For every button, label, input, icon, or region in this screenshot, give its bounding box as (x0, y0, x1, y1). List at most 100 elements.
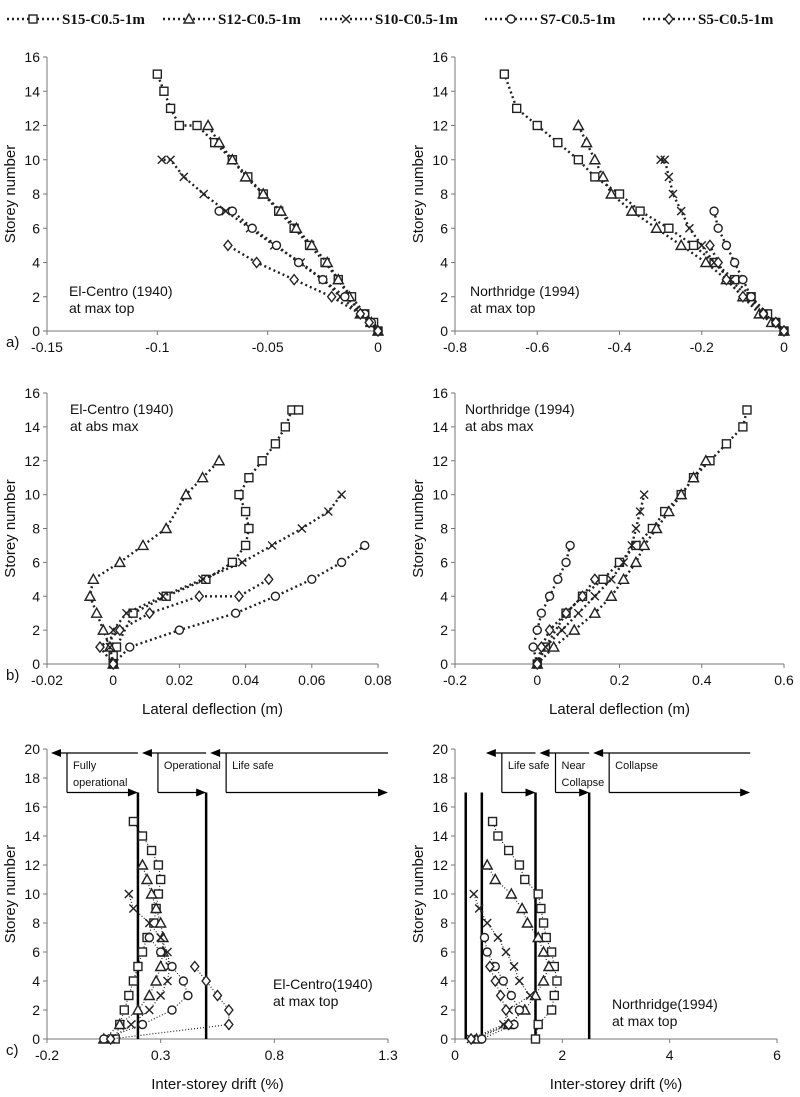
data-point (267, 540, 277, 550)
data-point (318, 274, 328, 285)
y-tick-label: 14 (432, 83, 448, 99)
data-point (536, 608, 547, 618)
data-point (606, 574, 616, 584)
y-tick-label: 2 (440, 622, 448, 638)
data-point (166, 155, 176, 165)
x-tick-label: -0.1 (145, 339, 169, 355)
data-point (536, 640, 547, 654)
zone-label: operational (73, 777, 127, 789)
data-point (738, 422, 748, 432)
data-point (721, 439, 732, 449)
y-tick-label: 4 (32, 588, 40, 604)
data-point (174, 120, 185, 131)
y-tick-label: 12 (432, 453, 448, 469)
data-point (596, 170, 610, 182)
y-tick-label: 8 (440, 915, 448, 931)
zone-label: Fully (73, 760, 97, 772)
data-point (146, 845, 157, 856)
data-point (668, 189, 678, 199)
data-point (240, 506, 251, 517)
data-point (174, 625, 185, 635)
data-point (557, 625, 567, 635)
y-tick-label: 0 (440, 656, 448, 672)
data-point (336, 557, 347, 568)
data-point (307, 574, 317, 585)
panel-annotation: at max top (69, 300, 135, 316)
data-series (108, 405, 304, 669)
data-point (137, 947, 148, 957)
legend-label: S12-C0.5-1m (218, 12, 301, 28)
series-line (108, 493, 343, 665)
data-point (588, 606, 602, 618)
data-point (537, 974, 550, 986)
data-point (687, 471, 700, 483)
panel-annotation: at abs max (465, 418, 533, 434)
data-point (660, 155, 670, 165)
data-point (124, 990, 134, 1001)
data-point (124, 889, 134, 899)
data-point (528, 642, 538, 652)
y-tick-label: 16 (432, 49, 448, 65)
y-tick-label: 6 (32, 554, 40, 570)
data-point (572, 119, 585, 131)
x-tick-label: -0.2 (443, 672, 467, 688)
data-point (466, 1032, 476, 1046)
zone-label: Near (562, 760, 586, 772)
data-point (635, 206, 645, 216)
data-point (697, 240, 707, 250)
data-point (699, 454, 713, 466)
data-point (87, 572, 100, 585)
data-point (561, 607, 571, 620)
data-point (511, 103, 522, 114)
data-point (158, 591, 168, 601)
y-tick-label: 20 (432, 741, 448, 757)
y-tick-label: 0 (440, 323, 448, 339)
data-point (552, 976, 562, 986)
data-point (239, 170, 252, 182)
zone-label: Collapse (615, 760, 658, 772)
data-point (561, 557, 571, 568)
series-line (470, 893, 531, 1040)
data-point (113, 555, 127, 568)
y-axis-label: Storey number (410, 145, 427, 243)
legend-item: S12-C0.5-1m (163, 12, 301, 28)
data-point (223, 1018, 234, 1031)
data-point (721, 273, 732, 286)
data-point (713, 256, 724, 269)
x-tick-label: 4 (666, 1047, 674, 1063)
data-point (162, 947, 172, 957)
data-point (108, 625, 118, 635)
data-point (533, 1019, 543, 1030)
y-tick-label: 14 (24, 828, 40, 844)
data-point (293, 405, 304, 415)
data-point (337, 490, 347, 500)
data-point (355, 307, 366, 320)
y-tick-label: 2 (440, 1002, 448, 1018)
data-point (144, 918, 154, 928)
data-point (713, 223, 723, 233)
x-tick-label: -0.15 (31, 339, 63, 355)
data-point (247, 223, 257, 233)
data-point (321, 256, 334, 268)
data-point (159, 86, 169, 96)
data-point (293, 257, 304, 268)
data-point (542, 960, 556, 972)
y-tick-label: 12 (24, 857, 40, 873)
data-point (128, 608, 138, 618)
data-point (532, 657, 543, 671)
data-point (580, 136, 593, 148)
data-point (553, 137, 563, 148)
data-point (737, 290, 748, 303)
legend-marker (182, 12, 196, 24)
data-point (271, 240, 282, 251)
data-point (178, 976, 189, 986)
data-point (487, 816, 498, 827)
chart-panels: 0 2 4 6 8 10 12 14 16 -0.15 -0.1 -0.05 0 Storey numbe… (2, 49, 794, 1093)
data-series (705, 239, 789, 338)
legend-marker (28, 14, 38, 24)
data-point (226, 153, 239, 165)
data-point (481, 858, 494, 870)
x-tick-label: 0.04 (232, 672, 259, 688)
data-point (533, 889, 543, 899)
legend: S15-C0.5-1m S12-C0.5-1m S10-C0.5-1m S7-C0.5… (7, 12, 774, 28)
